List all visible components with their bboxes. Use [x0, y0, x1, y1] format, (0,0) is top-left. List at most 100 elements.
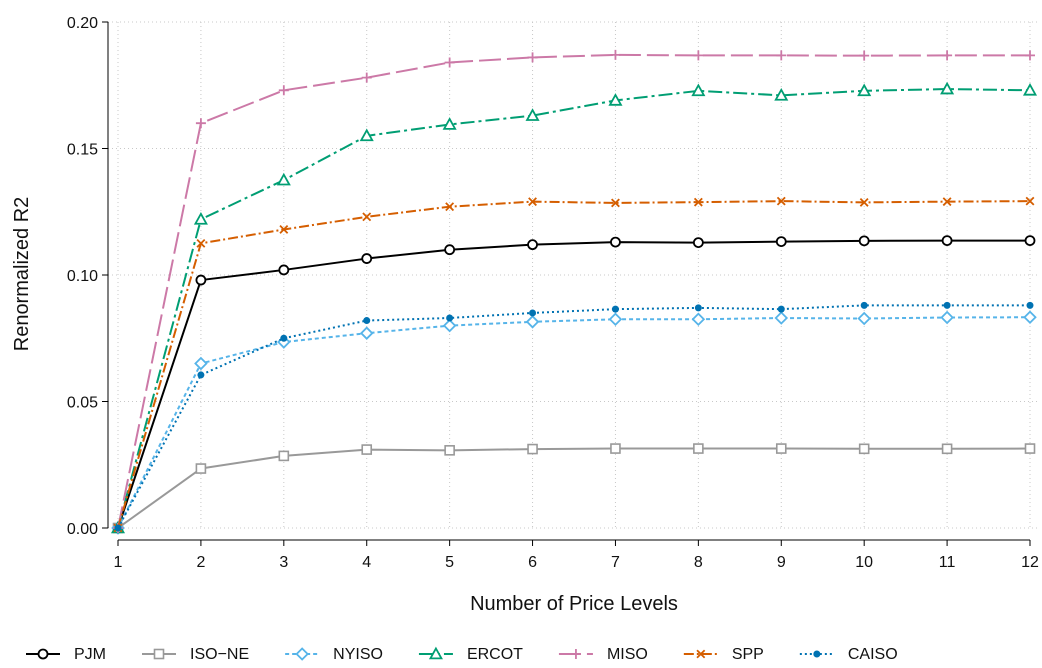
data-point — [775, 236, 787, 248]
data-point — [693, 50, 704, 61]
data-point — [941, 235, 953, 246]
legend-item: SPP — [683, 646, 764, 663]
data-point — [444, 244, 456, 256]
data-point — [860, 301, 868, 309]
data-point — [691, 83, 706, 97]
x-tick-label: 11 — [939, 554, 956, 571]
data-point — [525, 108, 540, 121]
legend-marker — [295, 647, 309, 661]
data-point — [363, 317, 371, 325]
data-point — [527, 52, 538, 63]
series-layer — [110, 49, 1038, 535]
x-tick-label: 7 — [611, 554, 620, 571]
legend-label: NYISO — [333, 646, 383, 663]
data-point — [1025, 196, 1035, 206]
x-tick-label: 12 — [1021, 554, 1039, 571]
data-point — [361, 72, 372, 83]
series-1 — [112, 443, 1036, 534]
data-point — [1024, 235, 1036, 246]
data-point — [608, 312, 623, 327]
legend-label: ISO−NE — [190, 646, 249, 663]
legend-label: ERCOT — [467, 646, 523, 663]
data-point — [691, 312, 706, 327]
data-point — [529, 309, 537, 317]
series-line — [117, 239, 1030, 529]
legend-marker — [153, 648, 165, 660]
x-tick-label: 10 — [855, 554, 873, 571]
data-point — [942, 50, 953, 61]
data-point — [194, 356, 208, 371]
data-point — [693, 443, 704, 454]
data-point — [445, 202, 455, 212]
data-point — [280, 334, 288, 342]
data-point — [528, 197, 537, 207]
data-point — [276, 172, 291, 186]
data-point — [444, 445, 455, 456]
x-tick-label: 4 — [362, 554, 371, 571]
data-point — [611, 305, 619, 313]
legend-marker — [428, 646, 443, 660]
data-point — [943, 301, 951, 309]
legend-label: MISO — [607, 646, 648, 663]
series-3 — [110, 81, 1038, 534]
data-point — [941, 443, 953, 455]
data-point — [278, 85, 289, 96]
series-line — [117, 316, 1031, 529]
legend-item: NYISO — [285, 646, 383, 663]
series-line — [117, 53, 1030, 529]
tick-labels: 0.000.050.100.150.201 2 3 4 5 6 7 8 9 10 11 12 — [67, 15, 1039, 571]
data-point — [195, 274, 207, 286]
series-line — [117, 447, 1031, 529]
data-point — [278, 264, 290, 276]
y-tick-label: 0.00 — [67, 521, 98, 538]
x-tick-label: 9 — [777, 554, 786, 571]
x-tick-label: 3 — [279, 554, 288, 571]
legend-item: CAISO — [799, 646, 898, 663]
data-point — [776, 50, 787, 61]
data-point — [610, 443, 621, 454]
data-point — [777, 305, 785, 313]
y-tick-label: 0.20 — [67, 15, 98, 32]
data-point — [195, 118, 206, 129]
series-line — [117, 304, 1030, 529]
legend-item: ERCOT — [418, 646, 523, 663]
data-point — [278, 450, 290, 462]
data-point — [857, 83, 872, 97]
data-point — [361, 253, 373, 264]
data-point — [442, 318, 457, 333]
data-point — [527, 443, 538, 455]
series-line — [117, 88, 1031, 529]
legend-marker — [570, 649, 581, 659]
legend-item: ISO−NE — [142, 646, 249, 663]
data-point — [193, 211, 208, 225]
data-point — [608, 93, 623, 106]
legend-item: MISO — [558, 646, 648, 663]
data-point — [279, 225, 289, 234]
data-point — [1023, 310, 1037, 325]
data-point — [774, 311, 789, 325]
series-0 — [112, 235, 1036, 534]
y-tick-label: 0.10 — [67, 268, 98, 285]
data-point — [361, 444, 373, 455]
data-point — [114, 524, 122, 532]
data-point — [694, 304, 702, 312]
x-tick-label: 6 — [528, 554, 537, 571]
data-point — [362, 212, 372, 222]
data-point — [359, 128, 374, 142]
data-point — [692, 237, 704, 249]
data-point — [446, 314, 454, 322]
x-tick-label: 5 — [445, 554, 454, 571]
data-point — [196, 238, 206, 248]
y-tick-label: 0.05 — [67, 395, 98, 412]
y-tick-label: 0.15 — [67, 142, 98, 159]
series-line — [117, 200, 1031, 529]
legend-label: SPP — [732, 646, 764, 663]
data-point — [1026, 301, 1034, 309]
data-point — [859, 50, 870, 61]
legend-label: CAISO — [848, 646, 898, 663]
data-point — [359, 326, 374, 340]
data-point — [942, 197, 952, 207]
series-2 — [111, 310, 1037, 535]
x-axis-title: Number of Price Levels — [470, 593, 678, 615]
